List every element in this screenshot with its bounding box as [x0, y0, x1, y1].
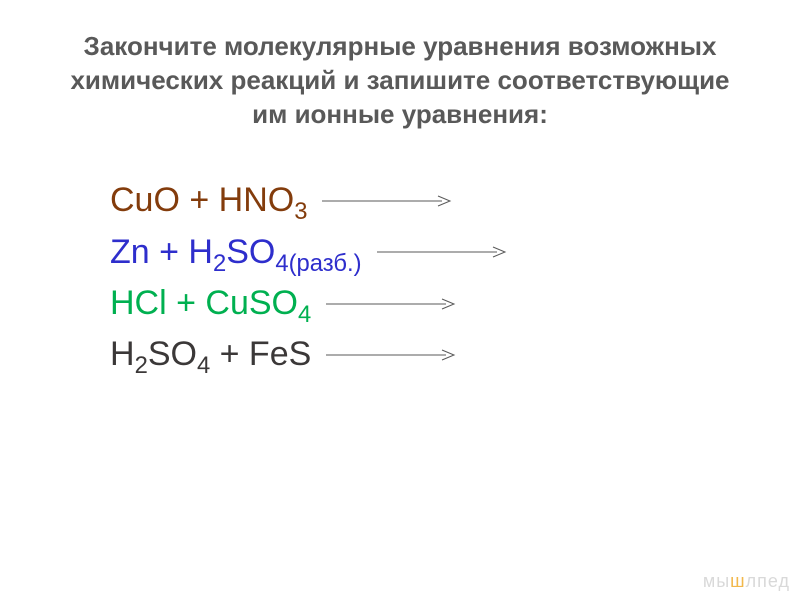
equation-formula: СuO + HNO3 — [110, 176, 307, 225]
arrow-icon — [322, 194, 452, 208]
watermark-accent: ш — [730, 571, 745, 591]
equation-formula: HCl + CuSO4 — [110, 279, 311, 328]
equation-row: СuO + HNO3 — [110, 176, 750, 225]
arrow-icon — [377, 245, 507, 259]
watermark: мышлпед — [703, 571, 790, 592]
arrow-icon — [326, 297, 456, 311]
equation-row: Zn + H2SO4(разб.) — [110, 228, 750, 277]
slide-title: Закончите молекулярные уравнения возможн… — [50, 30, 750, 131]
equations-list: СuO + HNO3 Zn + H2SO4(разб.) HCl + CuSO4… — [50, 176, 750, 381]
watermark-prefix: мы — [703, 571, 730, 591]
equation-row: HCl + CuSO4 — [110, 279, 750, 328]
slide-container: Закончите молекулярные уравнения возможн… — [0, 0, 800, 600]
watermark-suffix: лпед — [746, 571, 790, 591]
arrow-icon — [326, 348, 456, 362]
equation-formula: Zn + H2SO4(разб.) — [110, 228, 362, 277]
equation-row: H2SO4 + FeS — [110, 330, 750, 379]
equation-formula: H2SO4 + FeS — [110, 330, 311, 379]
